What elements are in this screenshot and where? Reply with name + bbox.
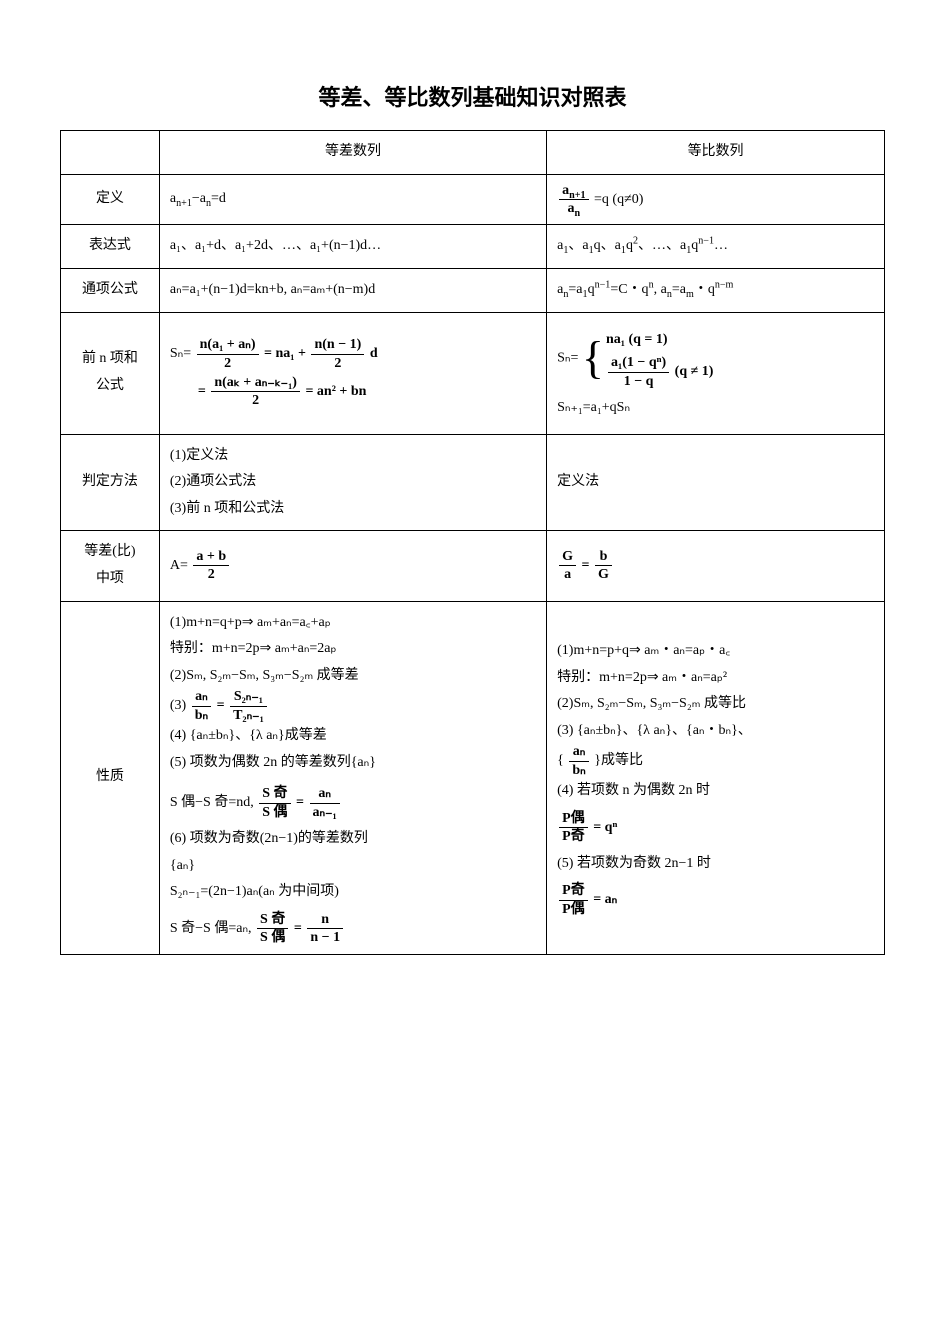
cell-expr-arith: a₁、a₁+d、a₁+2d、…、a₁+(n−1)d… [159, 225, 546, 269]
cell-gen-arith: aₙ=a₁+(n−1)d=kn+b, aₙ=aₘ+(n−m)d [159, 268, 546, 312]
fraction: n n − 1 [307, 912, 343, 946]
header-arith: 等差数列 [159, 131, 546, 175]
fraction: S₂ₙ₋₁ T₂ₙ₋₁ [230, 689, 267, 723]
comparison-table: 等差数列 等比数列 定义 an+1−an=d an+1 an =q (q≠0) … [60, 130, 885, 955]
text: A= [170, 558, 188, 573]
text: na₁ (q = 1) [606, 327, 713, 354]
sub: n+1 [176, 198, 192, 209]
text: (2)Sₘ, S₂ₘ−Sₘ, S₃ₘ−S₂ₘ 成等比 [557, 691, 874, 718]
cell-def-arith: an+1−an=d [159, 174, 546, 225]
text: = [294, 921, 305, 936]
text: (5) 项数为偶数 2n 的等差数列{aₙ} [170, 750, 536, 777]
fraction: n(aₖ + aₙ₋ₖ₋₁) 2 [211, 375, 300, 409]
row-label-mean: 等差(比) 中项 [61, 531, 160, 601]
text: (4) 若项数 n 为偶数 2n 时 [557, 778, 874, 805]
text: (q ≠ 1) [675, 364, 714, 379]
cell-expr-geom: a1、a1q、a1q2、…、a1qn−1… [547, 225, 885, 269]
text: d [370, 346, 378, 361]
row-label-method: 判定方法 [61, 434, 160, 531]
table-row: 性质 (1)m+n=q+p⇒ aₘ+aₙ=a꜀+aₚ 特别：m+n=2p⇒ aₘ… [61, 601, 885, 954]
text: (6) 项数为奇数(2n−1)的等差数列 [170, 826, 536, 853]
text: Sₙ= [557, 350, 578, 365]
sub: n [575, 208, 581, 219]
cell-def-geom: an+1 an =q (q≠0) [547, 174, 885, 225]
fraction: aₙ bₙ [192, 689, 211, 723]
text: (3) [170, 698, 190, 713]
text: (4) {aₙ±bₙ}、{λ aₙ}成等差 [170, 723, 536, 750]
row-label-props: 性质 [61, 601, 160, 954]
header-empty [61, 131, 160, 175]
text: =q (q≠0) [591, 192, 644, 207]
table-row: 前 n 项和 公式 Sₙ= n(a₁ + aₙ) 2 = na₁ + n(n −… [61, 312, 885, 434]
table-row: 通项公式 aₙ=a₁+(n−1)d=kn+b, aₙ=aₘ+(n−m)d an=… [61, 268, 885, 312]
cell-props-arith: (1)m+n=q+p⇒ aₘ+aₙ=a꜀+aₚ 特别：m+n=2p⇒ aₘ+aₙ… [159, 601, 546, 954]
text: (3) {aₙ±bₙ}、{λ aₙ}、{aₙ・bₙ}、 [557, 718, 874, 745]
fraction: an+1 an [559, 183, 588, 217]
cell-mean-geom: G a = b G [547, 531, 885, 601]
cell-method-arith: (1)定义法 (2)通项公式法 (3)前 n 项和公式法 [159, 434, 546, 531]
fraction: a + b 2 [193, 549, 229, 583]
text: S 偶−S 奇=nd, [170, 795, 257, 810]
cell-sum-arith: Sₙ= n(a₁ + aₙ) 2 = na₁ + n(n − 1) 2 d = … [159, 312, 546, 434]
text: (2)Sₘ, S₂ₘ−Sₘ, S₃ₘ−S₂ₘ 成等差 [170, 663, 536, 690]
fraction: P偶 P奇 [559, 811, 588, 845]
cell-sum-geom: Sₙ= { na₁ (q = 1) a₁(1 − qⁿ) 1 − q (q ≠ … [547, 312, 885, 434]
row-label-definition: 定义 [61, 174, 160, 225]
header-geom: 等比数列 [547, 131, 885, 175]
cell-props-geom: (1)m+n=p+q⇒ aₘ・aₙ=aₚ・a꜀ 特别：m+n=2p⇒ aₘ・aₙ… [547, 601, 885, 954]
fraction: n(n − 1) 2 [311, 337, 364, 371]
text: (1)m+n=p+q⇒ aₘ・aₙ=aₚ・a꜀ [557, 638, 874, 665]
sub: n+1 [569, 189, 585, 200]
text: Sₙ= [170, 346, 191, 361]
text: = [198, 384, 209, 399]
fraction: aₙ bₙ [569, 744, 588, 778]
cell-mean-arith: A= a + b 2 [159, 531, 546, 601]
fraction: aₙ aₙ₋₁ [310, 786, 340, 820]
table-row: 等差(比) 中项 A= a + b 2 G a = b G [61, 531, 885, 601]
text: =d [211, 191, 226, 206]
text: = aₙ [593, 892, 617, 907]
text: Sₙ₊₁=a₁+qSₙ [557, 395, 874, 422]
text: (2)通项公式法 [170, 474, 256, 489]
table-row: 判定方法 (1)定义法 (2)通项公式法 (3)前 n 项和公式法 定义法 [61, 434, 885, 531]
text: = [296, 795, 307, 810]
table-row: 定义 an+1−an=d an+1 an =q (q≠0) [61, 174, 885, 225]
fraction: S 奇 S 偶 [259, 786, 290, 820]
fraction: b G [595, 549, 612, 583]
text: (5) 若项数为奇数 2n−1 时 [557, 851, 874, 878]
brace-cases: { na₁ (q = 1) a₁(1 − qⁿ) 1 − q (q ≠ 1) [582, 325, 714, 391]
cell-method-geom: 定义法 [547, 434, 885, 531]
text: (1)定义法 [170, 448, 228, 463]
text: = qⁿ [593, 820, 617, 835]
cell-gen-geom: an=a1qn−1=C・qn, an=am・qn−m [547, 268, 885, 312]
text: = na₁ + [264, 346, 309, 361]
text: (3)前 n 项和公式法 [170, 501, 284, 516]
text: {aₙ} [170, 853, 536, 880]
text: = [582, 558, 593, 573]
fraction: P奇 P偶 [559, 883, 588, 917]
table-row: 表达式 a₁、a₁+d、a₁+2d、…、a₁+(n−1)d… a1、a1q、a1… [61, 225, 885, 269]
text: (1)m+n=q+p⇒ aₘ+aₙ=a꜀+aₚ [170, 610, 536, 637]
row-label-general: 通项公式 [61, 268, 160, 312]
row-label-sum: 前 n 项和 公式 [61, 312, 160, 434]
text: }成等比 [594, 754, 643, 769]
text: S₂ₙ₋₁=(2n−1)aₙ(aₙ 为中间项) [170, 879, 536, 906]
text: { [557, 754, 567, 769]
text: 特别：m+n=2p⇒ aₘ・aₙ=aₚ² [557, 665, 874, 692]
fraction: G a [559, 549, 576, 583]
text: 等差(比) [84, 544, 135, 559]
text: 特别：m+n=2p⇒ aₘ+aₙ=2aₚ [170, 636, 536, 663]
fraction: n(a₁ + aₙ) 2 [197, 337, 259, 371]
text: 前 n 项和 [82, 351, 138, 366]
text: S 奇−S 偶=aₙ, [170, 921, 255, 936]
page-title: 等差、等比数列基础知识对照表 [60, 80, 885, 112]
fraction: S 奇 S 偶 [257, 912, 288, 946]
fraction: a₁(1 − qⁿ) 1 − q [608, 355, 669, 389]
text: 公式 [96, 378, 124, 393]
text: 中项 [96, 571, 124, 586]
text: = an² + bn [305, 384, 366, 399]
text: = [217, 698, 228, 713]
row-label-expression: 表达式 [61, 225, 160, 269]
table-row: 等差数列 等比数列 [61, 131, 885, 175]
